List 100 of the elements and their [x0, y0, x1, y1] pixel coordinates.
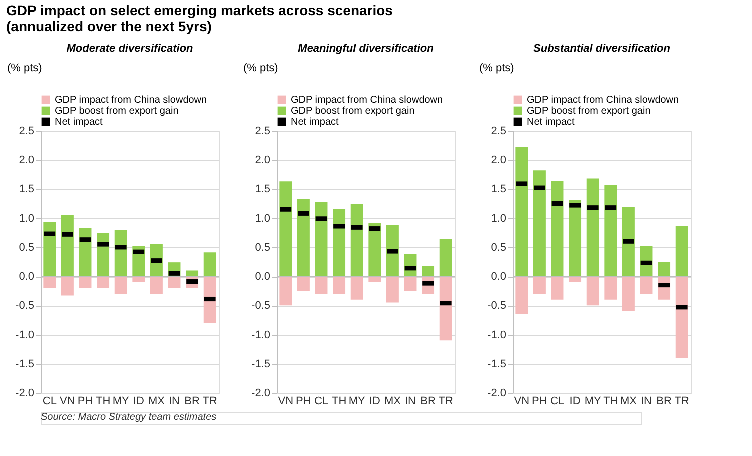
y-tick-label: 0.0 [491, 271, 506, 284]
bar [350, 204, 364, 277]
y-tick-label: -1.5 [16, 358, 34, 370]
x-tick-label: BR [184, 396, 200, 408]
bar [604, 276, 618, 300]
bar [368, 222, 382, 277]
bar [333, 276, 346, 294]
bar [533, 276, 546, 294]
bar [61, 215, 74, 277]
bar [114, 230, 128, 277]
bar [622, 207, 635, 277]
x-tick-label: IN [641, 396, 652, 408]
bar [97, 276, 110, 288]
y-tick-label: -1.5 [252, 358, 270, 370]
bar [440, 276, 452, 341]
bar [658, 262, 671, 277]
bar [79, 228, 92, 277]
bar [386, 276, 399, 303]
x-tick-label: BR [656, 396, 672, 408]
bar [61, 276, 74, 296]
y-tick-label: 0.0 [255, 271, 270, 284]
y-tick-label: 1.5 [491, 184, 506, 196]
bar [569, 276, 582, 282]
x-tick-label: CL [314, 396, 329, 408]
legend-label: Net impact [527, 117, 576, 128]
bar [569, 200, 582, 277]
y-tick-label: 0.5 [255, 242, 270, 254]
y-tick-label: -0.5 [252, 300, 270, 312]
bar [315, 202, 328, 277]
bar [604, 185, 618, 277]
y-tick-label: 2.0 [19, 154, 34, 167]
x-tick-label: MY [348, 396, 366, 408]
bar [150, 276, 163, 294]
bar [516, 147, 528, 277]
y-axis-title: (% pts) [8, 62, 42, 74]
bar [440, 239, 452, 277]
y-tick-label: 1.0 [491, 212, 506, 225]
chart-subtitle: Moderate diversification [66, 43, 194, 55]
bar [404, 276, 417, 292]
y-tick-label: 2.5 [19, 126, 34, 138]
bar [114, 276, 128, 294]
y-tick-label: -2.0 [252, 388, 270, 400]
chart-subtitle: Meaningful diversification [298, 43, 434, 55]
x-tick-label: IN [405, 396, 416, 408]
x-tick-label: ID [369, 396, 380, 408]
bar [551, 276, 564, 300]
source-note: Source: Macro Strategy team estimates [41, 412, 217, 423]
chart-subtitle: Substantial diversification [534, 43, 671, 55]
y-tick-label: 2.0 [491, 154, 506, 167]
y-tick-label: -2.0 [16, 388, 34, 400]
x-tick-label: CL [550, 396, 565, 408]
x-tick-label: MY [112, 396, 130, 408]
y-axis-title: (% pts) [480, 62, 514, 74]
legend-label: Net impact [291, 117, 340, 128]
y-tick-label: 0.5 [19, 242, 34, 254]
x-tick-label: TR [202, 396, 218, 408]
bar [640, 276, 653, 294]
legend-label: GDP impact from China slowdown [291, 95, 444, 106]
bar [586, 276, 600, 306]
bar [586, 178, 600, 277]
x-tick-label: IN [169, 396, 180, 408]
bar [280, 276, 292, 306]
bar [204, 252, 216, 277]
bar [350, 276, 364, 300]
x-tick-label: PH [296, 396, 312, 408]
bar [186, 270, 199, 277]
y-tick-label: -1.0 [16, 329, 34, 342]
bar [168, 276, 181, 288]
bar [516, 276, 528, 314]
bar [551, 181, 564, 277]
bar [386, 225, 399, 277]
y-tick-label: 1.0 [19, 212, 34, 225]
y-tick-label: 1.0 [255, 212, 270, 225]
x-tick-label: PH [78, 396, 94, 408]
y-tick-label: -1.5 [488, 358, 506, 370]
x-tick-label: MX [384, 396, 402, 408]
bar [333, 209, 346, 277]
x-tick-label: MX [148, 396, 166, 408]
bar [297, 276, 310, 292]
y-tick-label: -1.0 [488, 329, 506, 342]
y-tick-label: 1.5 [255, 184, 270, 196]
legend-label: GDP boost from export gain [55, 106, 179, 117]
x-tick-label: TR [674, 396, 690, 408]
bar [622, 276, 635, 312]
x-tick-label: MY [584, 396, 602, 408]
bar [533, 170, 546, 277]
y-tick-label: 2.5 [491, 126, 506, 138]
y-tick-label: -0.5 [16, 300, 34, 312]
bar [132, 276, 146, 282]
x-tick-label: TH [604, 396, 618, 408]
bar [204, 276, 216, 324]
y-tick-label: 2.5 [255, 126, 270, 138]
legend-label: GDP impact from China slowdown [527, 95, 680, 106]
bar [280, 182, 292, 277]
bar [315, 276, 328, 294]
x-tick-label: TH [96, 396, 111, 408]
bar [368, 276, 382, 282]
y-axis-title: (% pts) [244, 62, 278, 74]
legend-label: GDP boost from export gain [291, 106, 415, 117]
bar [44, 222, 56, 277]
